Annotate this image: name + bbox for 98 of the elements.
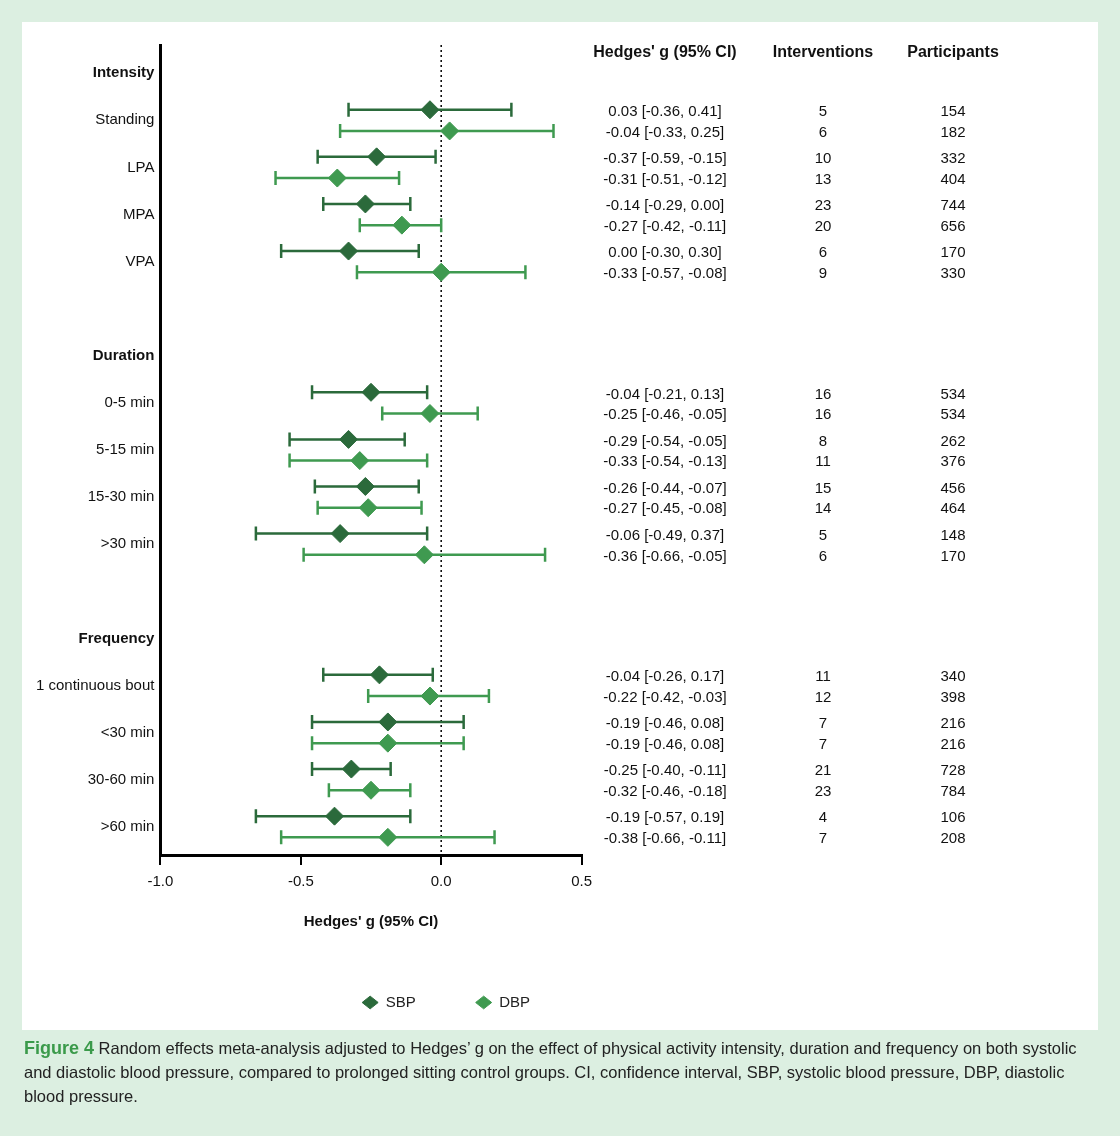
text: 7 — [818, 828, 828, 846]
text: 15 — [814, 478, 832, 496]
text: 5 — [818, 525, 828, 543]
y-tick-label: 0-5 min — [104, 393, 155, 411]
text: 534 — [940, 384, 966, 402]
text: -0.33 [-0.57, -0.08] — [603, 263, 727, 281]
text: 464 — [940, 498, 966, 516]
text: 404 — [940, 169, 966, 187]
legend-label: DBP — [499, 992, 530, 1010]
text: -0.19 [-0.46, 0.08] — [605, 713, 725, 731]
text: 6 — [818, 122, 828, 140]
text: 12 — [814, 687, 832, 705]
text: -0.27 [-0.42, -0.11] — [603, 216, 727, 234]
y-tick-label: 1 continuous bout — [35, 675, 156, 693]
text: 170 — [940, 242, 966, 260]
text: -0.19 [-0.57, 0.19] — [605, 807, 725, 825]
text: -0.26 [-0.44, -0.07] — [603, 478, 727, 496]
text: 170 — [940, 546, 966, 564]
text: 4 — [818, 807, 828, 825]
text: -0.31 [-0.51, -0.12] — [603, 169, 727, 187]
text: 16 — [814, 384, 832, 402]
y-tick-label: Intensity — [92, 63, 156, 81]
text: 262 — [940, 431, 966, 449]
text: 14 — [814, 498, 832, 516]
text: -0.04 [-0.21, 0.13] — [605, 384, 725, 402]
y-tick-label: <30 min — [100, 722, 155, 740]
text: -0.22 [-0.42, -0.03] — [603, 687, 727, 705]
text: -0.04 [-0.26, 0.17] — [605, 666, 725, 684]
text: 5 — [818, 101, 828, 119]
text: 330 — [940, 263, 966, 281]
y-tick-label: MPA — [123, 204, 155, 222]
text: 340 — [940, 666, 966, 684]
y-tick-label: Standing — [95, 110, 155, 128]
text: 216 — [940, 713, 966, 731]
text: 9 — [818, 263, 828, 281]
text: 11 — [815, 451, 831, 469]
text: 656 — [940, 216, 966, 234]
text: 11 — [815, 666, 831, 684]
text: -0.38 [-0.66, -0.11] — [603, 828, 727, 846]
text: 398 — [940, 687, 966, 705]
x-tick-label: -1.0 — [147, 872, 174, 890]
y-tick-label: >60 min — [100, 816, 155, 834]
y-tick-label: LPA — [127, 157, 155, 175]
text: 208 — [940, 828, 966, 846]
category-label: Participants — [907, 43, 999, 62]
text: -0.36 [-0.66, -0.05] — [603, 546, 727, 564]
y-tick-label: Frequency — [78, 628, 156, 646]
text: -0.06 [-0.49, 0.37] — [605, 525, 725, 543]
text: 148 — [940, 525, 966, 543]
text: 13 — [814, 169, 832, 187]
y-tick-label: Duration — [92, 345, 155, 363]
text: 376 — [940, 451, 966, 469]
text: 456 — [940, 478, 966, 496]
y-tick-label: 15-30 min — [87, 487, 155, 505]
y-tick-label: 5-15 min — [96, 440, 155, 458]
text: 7 — [818, 713, 828, 731]
text: 20 — [814, 216, 832, 234]
text: 534 — [940, 404, 966, 422]
text: 7 — [818, 734, 828, 752]
category-label: Hedges' g (95% CI) — [593, 43, 737, 62]
text: -0.29 [-0.54, -0.05] — [603, 431, 727, 449]
text: 744 — [940, 195, 966, 213]
text: -0.37 [-0.59, -0.15] — [603, 148, 727, 166]
text: 0.03 [-0.36, 0.41] — [608, 101, 722, 119]
text: 182 — [940, 122, 966, 140]
text: -0.14 [-0.29, 0.00] — [605, 195, 725, 213]
text: -0.19 [-0.46, 0.08] — [605, 734, 725, 752]
text: 16 — [814, 404, 832, 422]
text: -0.04 [-0.33, 0.25] — [605, 122, 725, 140]
text: 728 — [940, 760, 966, 778]
text: 0.00 [-0.30, 0.30] — [608, 242, 722, 260]
text: 106 — [940, 807, 966, 825]
text: 21 — [814, 760, 832, 778]
text: -0.32 [-0.46, -0.18] — [603, 781, 727, 799]
y-tick-label: VPA — [125, 251, 155, 269]
text: -0.27 [-0.45, -0.08] — [603, 498, 727, 516]
text: 332 — [940, 148, 966, 166]
text: 23 — [814, 781, 832, 799]
text: -0.25 [-0.46, -0.05] — [603, 404, 727, 422]
text: 6 — [818, 242, 828, 260]
x-tick-label: 0.0 — [430, 872, 452, 890]
legend-label: SBP — [385, 992, 416, 1010]
category-label: Interventions — [772, 43, 874, 62]
text: 154 — [940, 101, 966, 119]
x-axis-title: Hedges' g (95% CI) — [303, 912, 439, 930]
y-tick-label: >30 min — [100, 534, 155, 552]
text: 216 — [940, 734, 966, 752]
x-tick-label: 0.5 — [571, 872, 592, 890]
text: 784 — [940, 781, 966, 799]
y-tick-label: 30-60 min — [87, 769, 155, 787]
text: 23 — [814, 195, 832, 213]
text: -0.25 [-0.40, -0.11] — [603, 760, 727, 778]
text: 6 — [818, 546, 828, 564]
text: -0.33 [-0.54, -0.13] — [603, 451, 727, 469]
x-tick-label: -0.5 — [287, 872, 314, 890]
text: 10 — [814, 148, 832, 166]
text: 8 — [818, 431, 828, 449]
caption: Figure 4 Random effects meta-analysis adjusted to Hedges’ g on the effect of physical activity intensity, duration and frequency on both systolic and diastolic blood pressure, compared to prolonged sitting control groups. CI, confidence interval, SBP, systolic blood pressure, DBP, diastolic blood pressure. — [24, 1037, 1078, 1107]
